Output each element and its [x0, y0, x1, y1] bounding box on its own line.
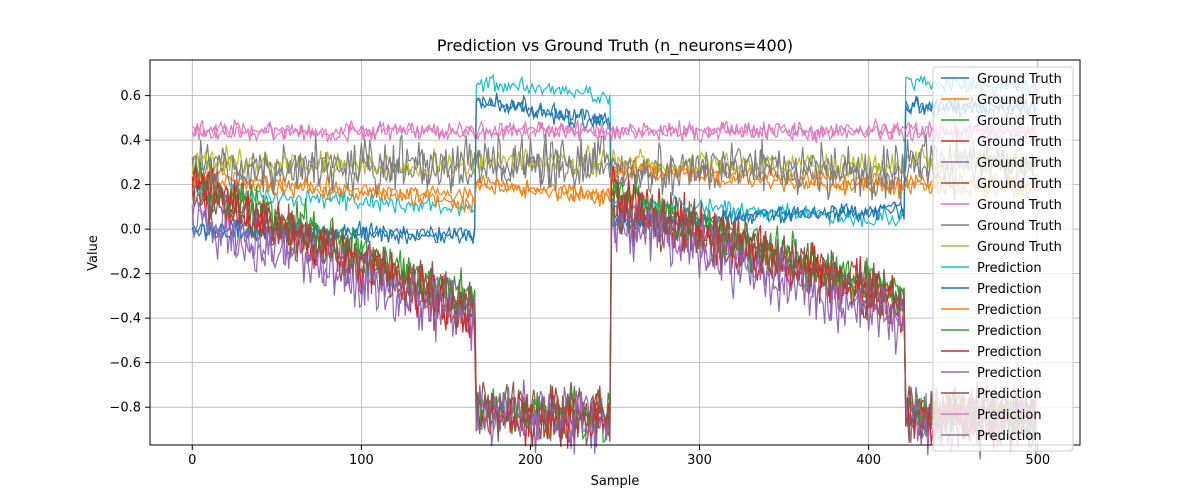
x-tick-label: 500 — [1025, 453, 1050, 468]
legend-label: Prediction — [977, 345, 1042, 360]
legend-label: Prediction — [977, 261, 1042, 276]
series-line-10 — [191, 73, 1037, 228]
series-line-16 — [191, 174, 1037, 448]
series-line-18 — [191, 126, 1037, 202]
legend: Ground Truth Ground Truth Ground Truth Grou… — [932, 66, 1074, 452]
chart-title: Prediction vs Ground Truth (n_neurons=40… — [437, 36, 793, 56]
y-axis-label: Value — [86, 235, 101, 271]
y-tick-label: 0.0 — [120, 223, 141, 238]
x-tick-label: 0 — [188, 453, 196, 468]
y-tick-label: 0.4 — [120, 134, 141, 149]
legend-label: Prediction — [977, 303, 1042, 318]
legend-label: Ground Truth — [977, 156, 1062, 171]
y-tick-label: 0.2 — [120, 178, 141, 193]
legend-label: Ground Truth — [977, 114, 1062, 129]
y-tick-label: −0.4 — [109, 312, 141, 327]
legend-label: Ground Truth — [977, 240, 1062, 255]
plot-frame — [149, 59, 1081, 446]
legend-label: Ground Truth — [977, 72, 1062, 87]
axes: 0 100 200 300 400 500 −0.8 −0.6 −0.4 −0.2 0.0 0.2 0.… — [109, 59, 1081, 468]
x-axis-label: Sample — [591, 474, 640, 489]
x-tick-label: 400 — [856, 453, 881, 468]
legend-label: Prediction — [977, 324, 1042, 339]
series-line-13 — [192, 162, 1037, 444]
legend-label: Ground Truth — [977, 177, 1062, 192]
legend-label: Ground Truth — [977, 93, 1062, 108]
legend-label: Ground Truth — [977, 135, 1062, 150]
legend-label: Prediction — [977, 387, 1042, 402]
legend-label: Prediction — [977, 282, 1042, 297]
x-tick-label: 200 — [518, 453, 543, 468]
legend-label: Ground Truth — [977, 198, 1062, 213]
y-tick-label: −0.2 — [109, 267, 141, 282]
y-tick-label: −0.8 — [109, 401, 141, 416]
x-tick-label: 100 — [349, 453, 374, 468]
legend-label: Prediction — [977, 366, 1042, 381]
legend-label: Prediction — [977, 408, 1042, 423]
legend-label: Prediction — [977, 429, 1042, 444]
x-tick-label: 300 — [687, 453, 712, 468]
y-tick-label: 0.6 — [120, 89, 141, 104]
legend-label: Ground Truth — [977, 219, 1062, 234]
legend-box — [932, 66, 1074, 452]
series-line-17 — [191, 117, 1037, 144]
y-tick-label: −0.6 — [109, 356, 141, 371]
series-lines — [191, 73, 1037, 460]
